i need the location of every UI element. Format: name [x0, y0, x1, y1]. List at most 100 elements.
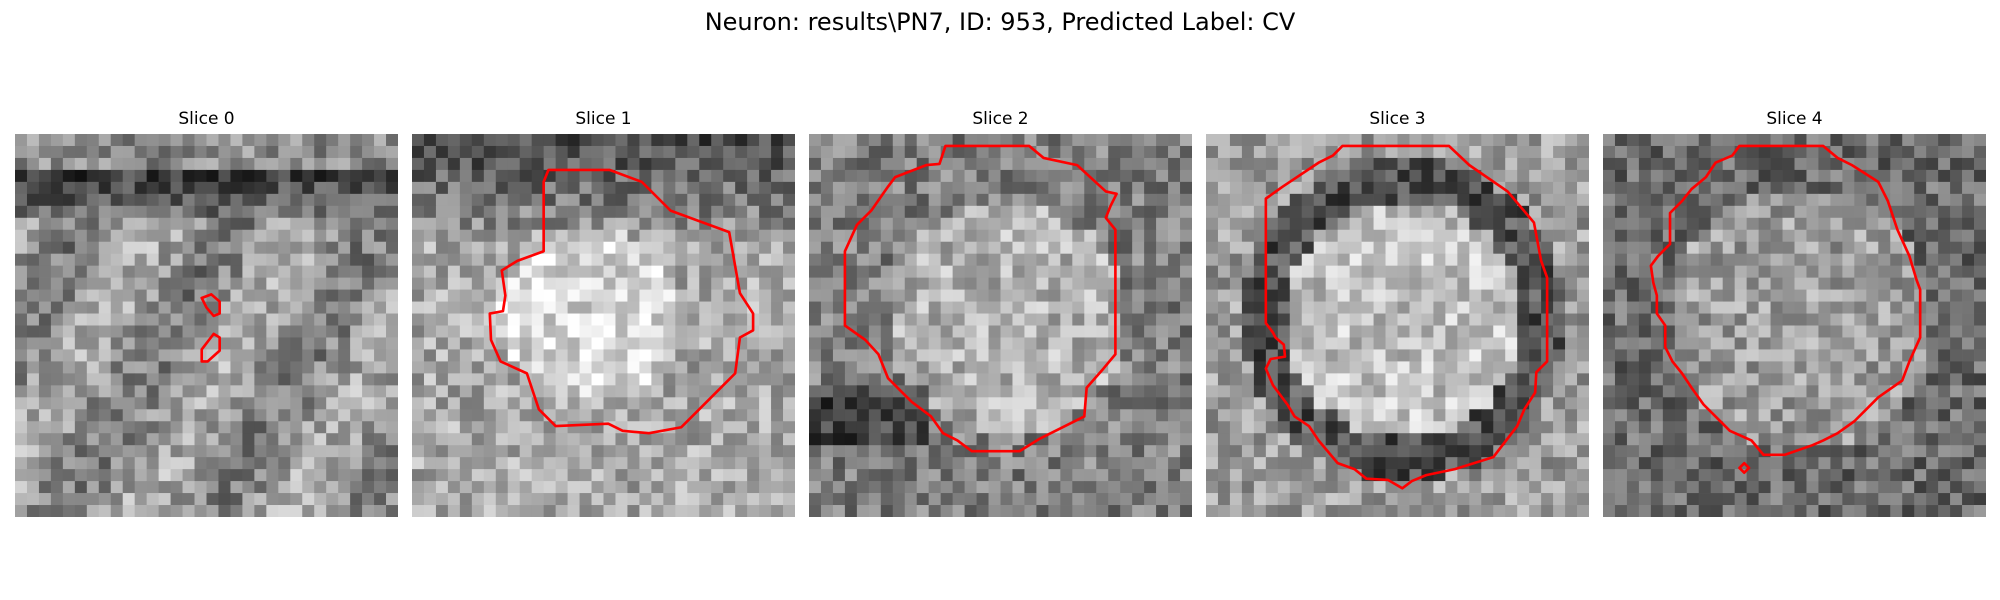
pixel	[1265, 169, 1279, 183]
pixel	[146, 385, 159, 398]
pixel	[38, 301, 52, 314]
pixel	[230, 313, 243, 326]
pixel	[74, 409, 88, 422]
pixel	[362, 421, 375, 434]
pixel	[26, 145, 40, 159]
pixel	[723, 445, 736, 458]
pixel	[1072, 481, 1085, 494]
pixel	[1493, 205, 1506, 219]
pixel	[1698, 313, 1712, 326]
pixel	[579, 337, 592, 350]
pixel	[146, 481, 159, 494]
pixel	[1409, 457, 1422, 470]
pixel	[1325, 421, 1339, 434]
pixel	[1746, 349, 1759, 362]
pixel	[230, 469, 243, 482]
pixel	[1289, 193, 1303, 207]
pixel	[15, 313, 28, 326]
pixel	[1890, 301, 1903, 314]
pixel	[1132, 361, 1145, 374]
pixel	[326, 373, 339, 386]
pixel	[62, 469, 76, 482]
pixel	[1217, 169, 1231, 183]
pixel	[675, 445, 688, 458]
pixel	[254, 181, 267, 195]
pixel	[471, 265, 485, 278]
pixel	[1180, 145, 1192, 159]
pixel	[254, 337, 267, 350]
pixel	[543, 325, 556, 338]
pixel	[1048, 134, 1061, 147]
pixel	[663, 157, 676, 171]
pixel	[1493, 481, 1506, 494]
pixel	[1938, 325, 1951, 338]
pixel	[1277, 361, 1291, 374]
pixel	[952, 265, 965, 278]
pixel	[531, 265, 545, 278]
pixel	[1060, 409, 1073, 422]
pixel	[1626, 253, 1640, 267]
pixel	[110, 337, 124, 350]
pixel	[759, 277, 772, 290]
pixel	[1421, 205, 1434, 219]
pixel	[146, 325, 159, 338]
pixel	[1132, 277, 1145, 290]
pixel	[519, 313, 533, 326]
pixel	[868, 277, 882, 290]
pixel	[1048, 349, 1061, 362]
pixel	[1974, 385, 1986, 398]
pixel	[1614, 457, 1628, 470]
pixel	[904, 445, 918, 458]
pixel	[1457, 265, 1470, 278]
pixel	[74, 229, 88, 243]
pixel	[964, 493, 977, 506]
pixel	[1517, 505, 1530, 517]
pixel	[1409, 349, 1422, 362]
pixel	[1902, 409, 1915, 422]
pixel	[1794, 397, 1807, 410]
pixel	[1421, 253, 1434, 267]
pixel	[302, 361, 315, 374]
pixel	[1782, 289, 1795, 302]
pixel	[1060, 134, 1073, 147]
pixel	[1036, 157, 1049, 171]
pixel	[1541, 181, 1554, 195]
pixel	[218, 157, 231, 171]
pixel	[350, 397, 363, 410]
pixel	[495, 409, 509, 422]
pixel	[1217, 469, 1231, 482]
pixel	[1926, 205, 1939, 219]
pixel	[783, 313, 795, 326]
pixel	[771, 313, 784, 326]
pixel	[1024, 241, 1037, 255]
pixel	[675, 301, 688, 314]
pixel	[1096, 241, 1109, 255]
pixel	[892, 481, 906, 494]
pixel	[459, 505, 473, 517]
pixel	[687, 253, 700, 267]
pixel	[15, 301, 28, 314]
pixel	[1493, 134, 1506, 147]
pixel	[110, 409, 124, 422]
pixel	[1517, 445, 1530, 458]
pixel	[832, 433, 846, 446]
pixel	[1517, 313, 1530, 326]
pixel	[627, 277, 640, 290]
pixel	[1854, 325, 1867, 338]
pixel	[1553, 241, 1566, 255]
pixel	[1457, 229, 1470, 243]
pixel	[1758, 313, 1771, 326]
pixel	[50, 217, 64, 231]
pixel	[15, 289, 28, 302]
pixel	[747, 289, 760, 302]
pixel	[134, 385, 148, 398]
pixel	[1048, 397, 1061, 410]
pixel	[350, 361, 363, 374]
pixel	[543, 493, 556, 506]
pixel	[1710, 325, 1724, 338]
pixel	[1229, 457, 1243, 470]
pixel	[603, 277, 616, 290]
pixel	[663, 217, 676, 231]
pixel	[892, 385, 906, 398]
pixel	[1217, 481, 1231, 494]
